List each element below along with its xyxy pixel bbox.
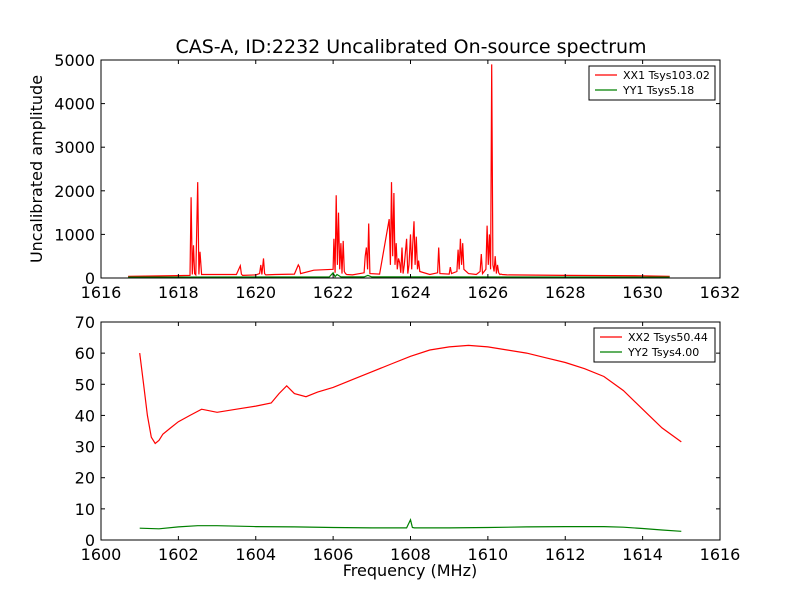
top-y-axis-label: Uncalibrated amplitude [27,75,46,263]
top-legend-box [588,65,716,101]
bottom-legend-box [593,327,716,363]
bottom-x-axis-label: Frequency (MHz) [343,561,477,580]
top-panel: 1616 1618 1620 1622 1624 1626 1628 1630 1632 0 100… [27,51,740,302]
top-x-tick-label: 1626 [468,283,509,302]
bottom-legend-label-1: YY2 Tsys4.00 [627,346,699,359]
top-legend: XX1 Tsys103.02 YY1 Tsys5.18 [588,65,716,101]
top-series-line-1 [128,271,670,278]
top-series-layer [128,64,670,278]
bottom-y-tick-label: 30 [75,438,95,457]
bottom-y-tick-label: 50 [75,375,95,394]
bottom-y-tick-label: 10 [75,500,95,519]
top-x-tick-label: 1624 [390,283,431,302]
top-legend-label-1: YY1 Tsys5.18 [622,84,694,97]
top-x-tick-label: 1618 [158,283,199,302]
bottom-series-line-1 [139,518,682,532]
top-y-tick-label: 2000 [54,182,95,201]
top-x-tick-label: 1622 [313,283,354,302]
bottom-x-tick-label: 1602 [158,545,199,564]
top-x-tick-label: 1620 [235,283,276,302]
top-x-tick-label: 1628 [545,283,586,302]
top-x-tick-label: 1630 [622,283,663,302]
top-ticks-layer: 1616 1618 1620 1622 1624 1626 1628 1630 1632 0 100… [54,51,740,302]
top-x-tick-label: 1616 [81,283,122,302]
bottom-legend: XX2 Tsys50.44 YY2 Tsys4.00 [593,327,716,363]
bottom-x-tick-label: 1616 [700,545,741,564]
bottom-y-tick-label: 40 [75,406,95,425]
bottom-x-tick-label: 1608 [390,545,431,564]
top-y-tick-label: 0 [85,269,95,288]
bottom-x-tick-label: 1604 [235,545,276,564]
bottom-panel: 1600 1602 1604 1606 1608 1610 1612 1614 1616 0 10 2… [75,313,741,580]
bottom-x-tick-label: 1606 [313,545,354,564]
bottom-legend-label-0: XX2 Tsys50.44 [628,331,708,344]
bottom-series-layer [139,344,682,532]
top-y-tick-label: 1000 [54,225,95,244]
chart-title: CAS-A, ID:2232 Uncalibrated On-source sp… [175,36,646,58]
bottom-ticks-layer: 1600 1602 1604 1606 1608 1610 1612 1614 1616 0 10 2… [75,313,741,564]
top-x-tick-label: 1632 [700,283,741,302]
bottom-y-tick-label: 60 [75,344,95,363]
bottom-y-tick-label: 0 [85,531,95,550]
top-y-tick-label: 3000 [54,138,95,157]
bottom-x-tick-label: 1614 [622,545,663,564]
bottom-x-tick-label: 1610 [468,545,509,564]
bottom-x-tick-label: 1600 [81,545,122,564]
top-y-tick-label: 5000 [54,51,95,70]
bottom-x-tick-label: 1612 [545,545,586,564]
top-y-tick-label: 4000 [54,95,95,114]
top-series-line-0 [128,64,670,277]
bottom-series-line-0 [139,344,682,445]
bottom-y-tick-label: 20 [75,469,95,488]
bottom-y-tick-label: 70 [75,313,95,332]
top-legend-label-0: XX1 Tsys103.02 [623,69,710,82]
